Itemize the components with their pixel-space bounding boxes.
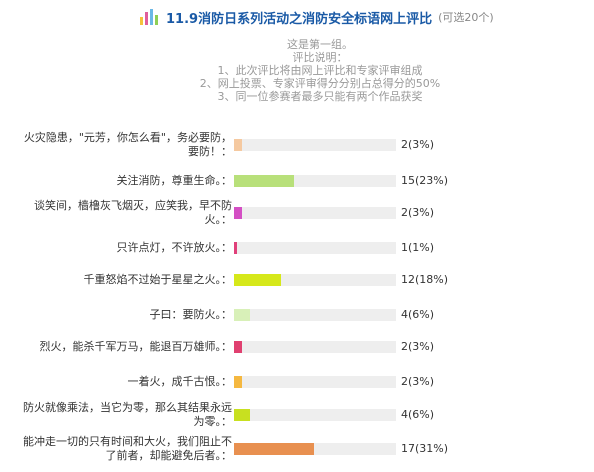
poll-option-label-text: 防火就像乘法，当它为零，那么其结果永远为零。： bbox=[23, 401, 232, 428]
poll-option-result: 2(3%) bbox=[401, 340, 435, 353]
poll-option-bar-fill bbox=[234, 376, 242, 388]
poll-option-row: 只许点灯，不许放火。： 1(1%) bbox=[0, 230, 594, 266]
poll-option-result: 2(3%) bbox=[401, 138, 435, 151]
poll-option-bar-track bbox=[234, 274, 396, 286]
poll-option-label-text: 千重怒焰不过始于星星之火。： bbox=[83, 273, 233, 286]
logo-bar bbox=[150, 9, 153, 25]
poll-option-bar-fill bbox=[234, 341, 242, 353]
poll-option-row: 谈笑间，樯橹灰飞烟灭，应笑我，早不防火。： 2(3%) bbox=[0, 195, 594, 231]
poll-option-bar-track bbox=[234, 242, 396, 254]
description-line: 1、此次评比将由网上评比和专家评审组成 bbox=[217, 64, 423, 77]
poll-option-bar-track bbox=[234, 175, 396, 187]
poll-option-row: 一着火，成千古恨。： 2(3%) bbox=[0, 364, 594, 400]
poll-option-result: 1(1%) bbox=[401, 241, 435, 254]
poll-option-row: 能冲走一切的只有时间和大火，我们阻止不了前者，却能避免后者。： 17(31%) bbox=[0, 431, 594, 467]
poll-option-bar-track bbox=[234, 409, 396, 421]
poll-subtitle: (可选20个) bbox=[438, 11, 494, 24]
poll-option-bar-track bbox=[234, 309, 396, 321]
poll-option-label: 千重怒焰不过始于星星之火。： bbox=[20, 262, 233, 298]
poll-option-label-text: 关注消防，尊重生命。： bbox=[116, 174, 233, 187]
description-line: 2、网上投票、专家评审得分分别占总得分的50% bbox=[199, 77, 441, 90]
poll-option-bar-fill bbox=[234, 443, 314, 455]
poll-option-row: 子曰：要防火。： 4(6%) bbox=[0, 297, 594, 333]
poll-option-label-text: 谈笑间，樯橹灰飞烟灭，应笑我，早不防火。： bbox=[34, 199, 232, 226]
description-line: 评比说明： bbox=[292, 51, 348, 64]
poll-option-result: 4(6%) bbox=[401, 308, 435, 321]
poll-option-bar-track bbox=[234, 207, 396, 219]
poll-option-label-text: 子曰：要防火。： bbox=[149, 308, 233, 321]
poll-option-label-text: 火灾隐患，"元芳，你怎么看"，务必要防，要防！： bbox=[23, 131, 232, 158]
logo-bar bbox=[145, 12, 148, 25]
poll-option-bar-fill bbox=[234, 175, 294, 187]
poll-option-label-text: 烈火，能杀千军万马，能退百万雄师。： bbox=[39, 340, 233, 353]
poll-option-label: 子曰：要防火。： bbox=[20, 297, 233, 333]
poll-option-bar-fill bbox=[234, 207, 242, 219]
poll-option-bar-fill bbox=[234, 409, 250, 421]
poll-option-row: 关注消防，尊重生命。： 15(23%) bbox=[0, 163, 594, 199]
poll-description: 这是第一组。 评比说明： 1、此次评比将由网上评比和专家评审组成 2、网上投票、… bbox=[170, 38, 470, 103]
poll-option-result: 12(18%) bbox=[401, 273, 449, 286]
poll-option-label: 防火就像乘法，当它为零，那么其结果永远为零。： bbox=[20, 397, 232, 433]
poll-option-row: 千重怒焰不过始于星星之火。： 12(18%) bbox=[0, 262, 594, 298]
poll-option-bar-fill bbox=[234, 309, 250, 321]
poll-option-result: 4(6%) bbox=[401, 408, 435, 421]
poll-option-bar-fill bbox=[234, 139, 242, 151]
poll-option-label-text: 能冲走一切的只有时间和大火，我们阻止不了前者，却能避免后者。： bbox=[23, 435, 232, 462]
poll-option-label: 关注消防，尊重生命。： bbox=[20, 163, 233, 199]
poll-option-label: 谈笑间，樯橹灰飞烟灭，应笑我，早不防火。： bbox=[20, 195, 232, 231]
poll-header: 11.9消防日系列活动之消防安全标语网上评比 (可选20个) bbox=[140, 6, 494, 28]
poll-option-bar-track bbox=[234, 376, 396, 388]
poll-option-result: 2(3%) bbox=[401, 206, 435, 219]
poll-option-result: 15(23%) bbox=[401, 174, 449, 187]
poll-option-result: 17(31%) bbox=[401, 442, 449, 455]
poll-option-bar-fill bbox=[234, 242, 237, 254]
poll-option-label: 只许点灯，不许放火。： bbox=[20, 230, 233, 266]
logo-bar bbox=[140, 17, 143, 25]
poll-option-row: 烈火，能杀千军万马，能退百万雄师。： 2(3%) bbox=[0, 329, 594, 365]
poll-option-label: 烈火，能杀千军万马，能退百万雄师。： bbox=[20, 329, 233, 365]
poll-option-bar-track bbox=[234, 341, 396, 353]
description-line: 3、同一位参赛者最多只能有两个作品获奖 bbox=[217, 90, 423, 103]
poll-option-row: 火灾隐患，"元芳，你怎么看"，务必要防，要防！： 2(3%) bbox=[0, 127, 594, 163]
poll-option-result: 2(3%) bbox=[401, 375, 435, 388]
poll-option-label: 火灾隐患，"元芳，你怎么看"，务必要防，要防！： bbox=[20, 127, 232, 163]
poll-option-label-text: 一着火，成千古恨。： bbox=[127, 375, 233, 388]
poll-option-label: 一着火，成千古恨。： bbox=[20, 364, 233, 400]
poll-option-bar-track bbox=[234, 443, 396, 455]
bar-chart-logo-icon bbox=[140, 9, 160, 25]
poll-option-row: 防火就像乘法，当它为零，那么其结果永远为零。： 4(6%) bbox=[0, 397, 594, 433]
description-line: 这是第一组。 bbox=[287, 38, 353, 51]
logo-bar bbox=[155, 15, 158, 25]
poll-option-label: 能冲走一切的只有时间和大火，我们阻止不了前者，却能避免后者。： bbox=[20, 431, 232, 467]
poll-title: 11.9消防日系列活动之消防安全标语网上评比 bbox=[166, 11, 433, 27]
poll-option-bar-fill bbox=[234, 274, 281, 286]
poll-option-label-text: 只许点灯，不许放火。： bbox=[116, 241, 233, 254]
poll-option-bar-track bbox=[234, 139, 396, 151]
